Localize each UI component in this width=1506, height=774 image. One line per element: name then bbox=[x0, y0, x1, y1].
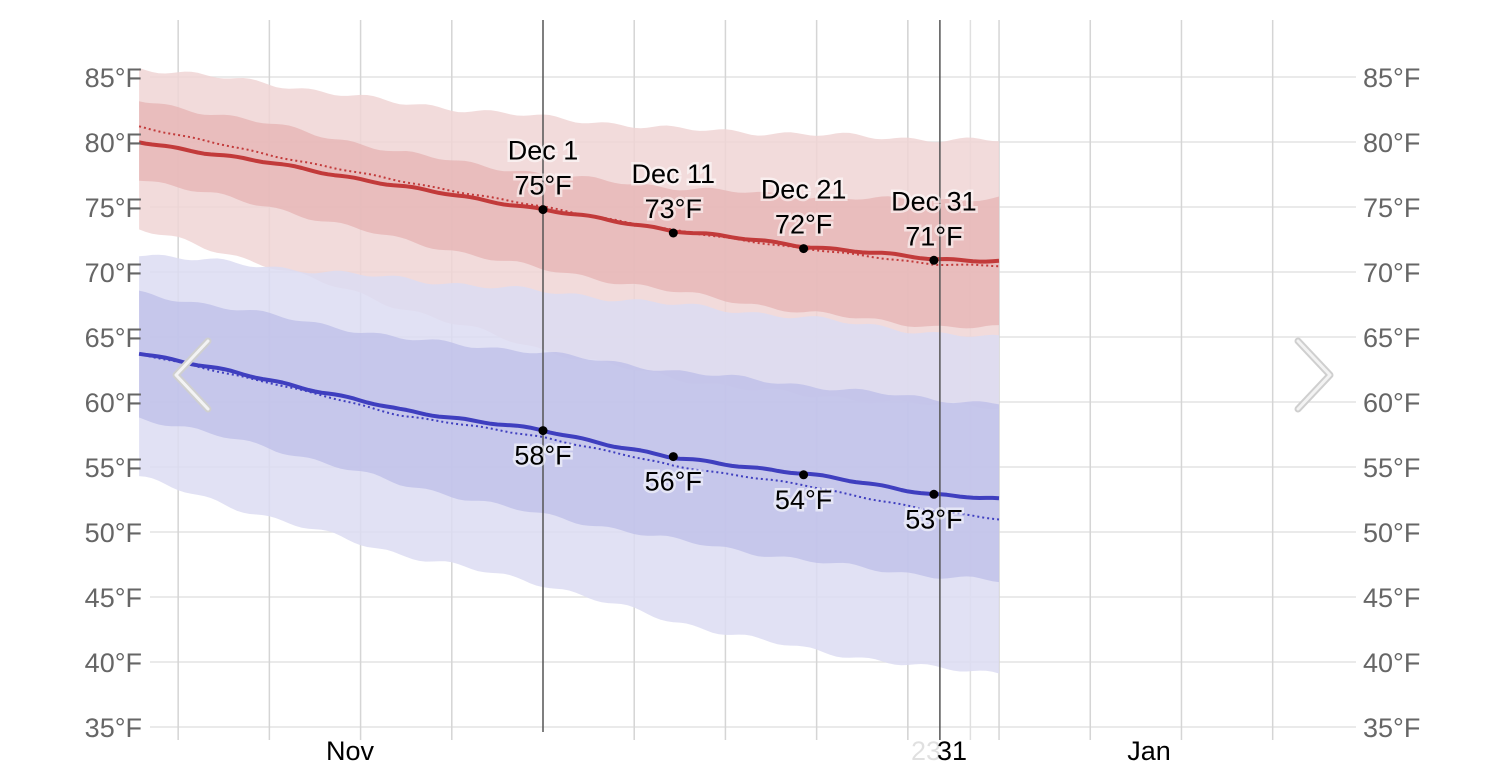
high-label-date: Dec 21 bbox=[761, 175, 847, 205]
y-tick-label-left: 35°F bbox=[85, 713, 142, 743]
high-point-day-30 bbox=[929, 255, 939, 265]
y-tick-label-left: 50°F bbox=[85, 518, 142, 548]
y-tick-label-right: 55°F bbox=[1363, 453, 1420, 483]
y-tick-label-right: 35°F bbox=[1363, 713, 1420, 743]
prev-button[interactable] bbox=[168, 335, 218, 415]
x-tick-label-nov: Nov bbox=[326, 736, 375, 766]
high-point-day-10 bbox=[668, 228, 678, 238]
y-tick-label-right: 45°F bbox=[1363, 583, 1420, 613]
x-axis: Nov 31 Jan 23 bbox=[326, 736, 1171, 766]
chevron-left-icon bbox=[172, 337, 212, 413]
y-tick-label-left: 85°F bbox=[85, 63, 142, 93]
low-label-value: 56°F bbox=[645, 467, 702, 497]
y-tick-label-left: 45°F bbox=[85, 583, 142, 613]
high-point-day-20 bbox=[799, 244, 809, 254]
high-mean-line bbox=[138, 140, 1000, 264]
x-tick-label-31: 31 bbox=[937, 736, 967, 766]
y-tick-label-right: 50°F bbox=[1363, 518, 1420, 548]
y-tick-label-left: 55°F bbox=[85, 453, 142, 483]
high-label-date: Dec 31 bbox=[891, 186, 977, 216]
low-point-day-10 bbox=[668, 452, 678, 462]
high-label-value: 75°F bbox=[514, 171, 571, 201]
low-point-day-20 bbox=[799, 470, 809, 480]
y-axis-right: 85°F 80°F 75°F 70°F 65°F 60°F 55°F 50°F 45°F 40°F… bbox=[1363, 63, 1420, 743]
y-tick-label-left: 40°F bbox=[85, 648, 142, 678]
high-label-value: 71°F bbox=[905, 221, 962, 251]
x-tick-label-jan: Jan bbox=[1127, 736, 1171, 766]
chevron-right-icon bbox=[1294, 337, 1334, 413]
low-point-day-30 bbox=[929, 489, 939, 499]
next-button[interactable] bbox=[1288, 335, 1338, 415]
low-label-value: 58°F bbox=[514, 441, 571, 471]
y-tick-label-right: 70°F bbox=[1363, 258, 1420, 288]
high-label-value: 73°F bbox=[645, 194, 702, 224]
high-label-date: Dec 1 bbox=[508, 136, 579, 166]
x-tick-label-overlap: 23 bbox=[911, 736, 941, 766]
high-label-value: 72°F bbox=[775, 210, 832, 240]
y-tick-label-left: 60°F bbox=[85, 388, 142, 418]
temperature-lines bbox=[138, 125, 1000, 521]
y-tick-label-right: 80°F bbox=[1363, 128, 1420, 158]
annotation-points bbox=[538, 205, 939, 499]
y-tick-label-right: 85°F bbox=[1363, 63, 1420, 93]
annotation-labels: Dec 1 75°F Dec 11 73°F Dec 21 72°F Dec 31 71°F 5… bbox=[505, 133, 979, 537]
low-mean-line bbox=[138, 351, 1000, 501]
low-label-value: 53°F bbox=[905, 504, 962, 534]
y-tick-label-left: 65°F bbox=[85, 323, 142, 353]
y-tick-label-right: 75°F bbox=[1363, 193, 1420, 223]
y-tick-label-left: 70°F bbox=[85, 258, 142, 288]
y-tick-label-right: 60°F bbox=[1363, 388, 1420, 418]
low-label-value: 54°F bbox=[775, 485, 832, 515]
low-point-day-0 bbox=[538, 426, 548, 436]
y-axis-left: 85°F 80°F 75°F 70°F 65°F 60°F 55°F 50°F 45°F 40°F… bbox=[85, 63, 142, 743]
y-tick-label-right: 65°F bbox=[1363, 323, 1420, 353]
y-tick-label-left: 80°F bbox=[85, 128, 142, 158]
y-tick-label-right: 40°F bbox=[1363, 648, 1420, 678]
high-point-day-0 bbox=[538, 205, 548, 215]
y-tick-label-left: 75°F bbox=[85, 193, 142, 223]
highlight-lines bbox=[542, 20, 941, 740]
high-normal-line bbox=[138, 125, 1000, 268]
low-normal-line bbox=[138, 352, 1000, 521]
high-label-date: Dec 11 bbox=[632, 159, 716, 189]
